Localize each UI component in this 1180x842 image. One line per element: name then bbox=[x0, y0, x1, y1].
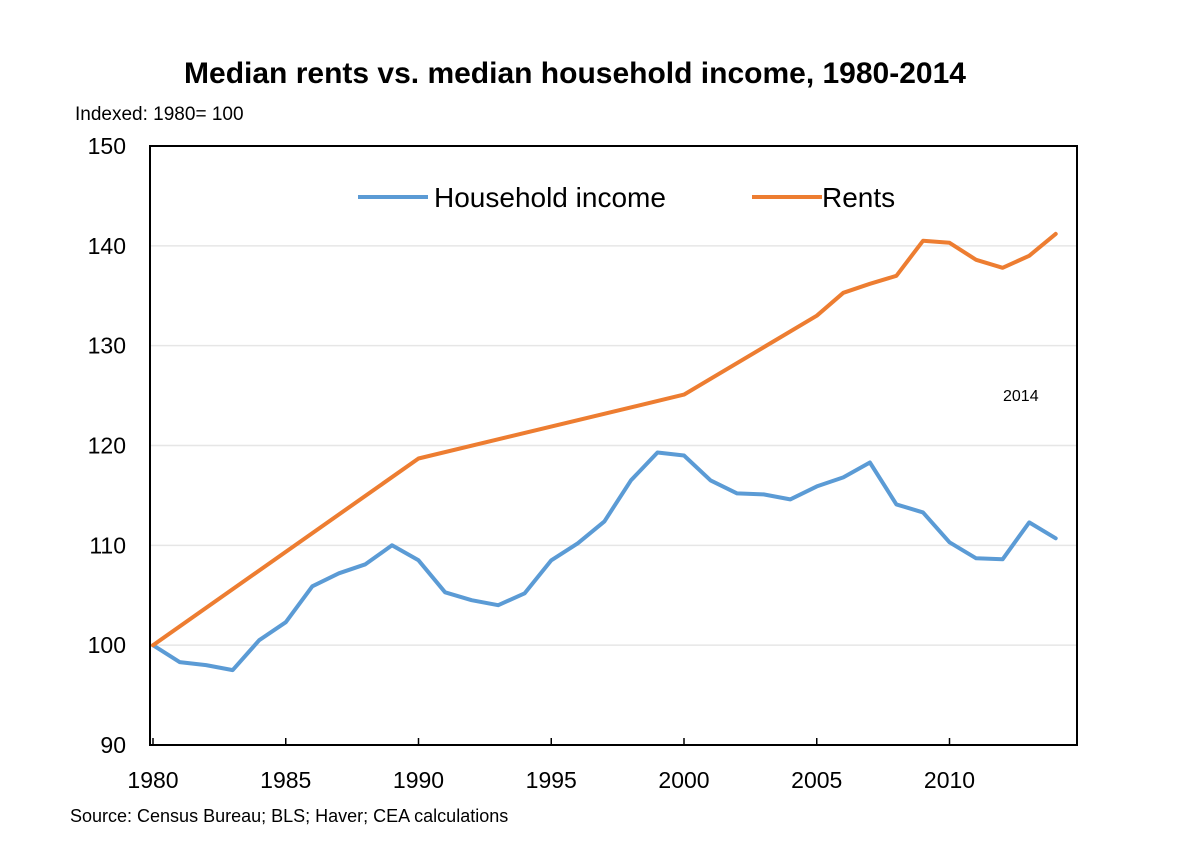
y-tick-label-130: 130 bbox=[88, 333, 126, 359]
x-axis-tick-labels: 1980 1985 1990 1995 2000 2005 2010 bbox=[127, 738, 975, 793]
chart-subtitle: Indexed: 1980= 100 bbox=[75, 104, 244, 125]
y-tick-label-140: 140 bbox=[88, 233, 126, 259]
chart-title: Median rents vs. median household income… bbox=[184, 57, 966, 90]
x-tick-label-1990: 1990 bbox=[393, 767, 444, 793]
y-tick-label-100: 100 bbox=[88, 632, 126, 658]
series-line-rents bbox=[151, 231, 1058, 648]
legend-label-household-income: Household income bbox=[434, 182, 666, 213]
x-tick-label-2000: 2000 bbox=[658, 767, 709, 793]
x-tick-label-1995: 1995 bbox=[526, 767, 577, 793]
series-lines bbox=[151, 231, 1058, 673]
y-tick-label-90: 90 bbox=[100, 732, 126, 758]
x-tick-label-1985: 1985 bbox=[260, 767, 311, 793]
plot-area-border bbox=[149, 145, 1078, 746]
series-line-household-income bbox=[151, 450, 1058, 673]
source-note: Source: Census Bureau; BLS; Haver; CEA c… bbox=[70, 806, 508, 826]
legend-label-rents: Rents bbox=[822, 182, 895, 213]
y-tick-label-150: 150 bbox=[88, 133, 126, 159]
x-tick-label-1980: 1980 bbox=[127, 767, 178, 793]
x-tick-label-2010: 2010 bbox=[924, 767, 975, 793]
gridlines bbox=[150, 245, 1077, 646]
y-tick-label-110: 110 bbox=[89, 532, 126, 558]
x-tick-label-2005: 2005 bbox=[791, 767, 842, 793]
y-axis-tick-labels: 90 100 110 120 130 140 150 bbox=[88, 133, 126, 758]
annotation-label: 2014 bbox=[1003, 388, 1039, 405]
legend: Household income Rents bbox=[358, 182, 895, 213]
y-tick-label-120: 120 bbox=[88, 433, 126, 459]
